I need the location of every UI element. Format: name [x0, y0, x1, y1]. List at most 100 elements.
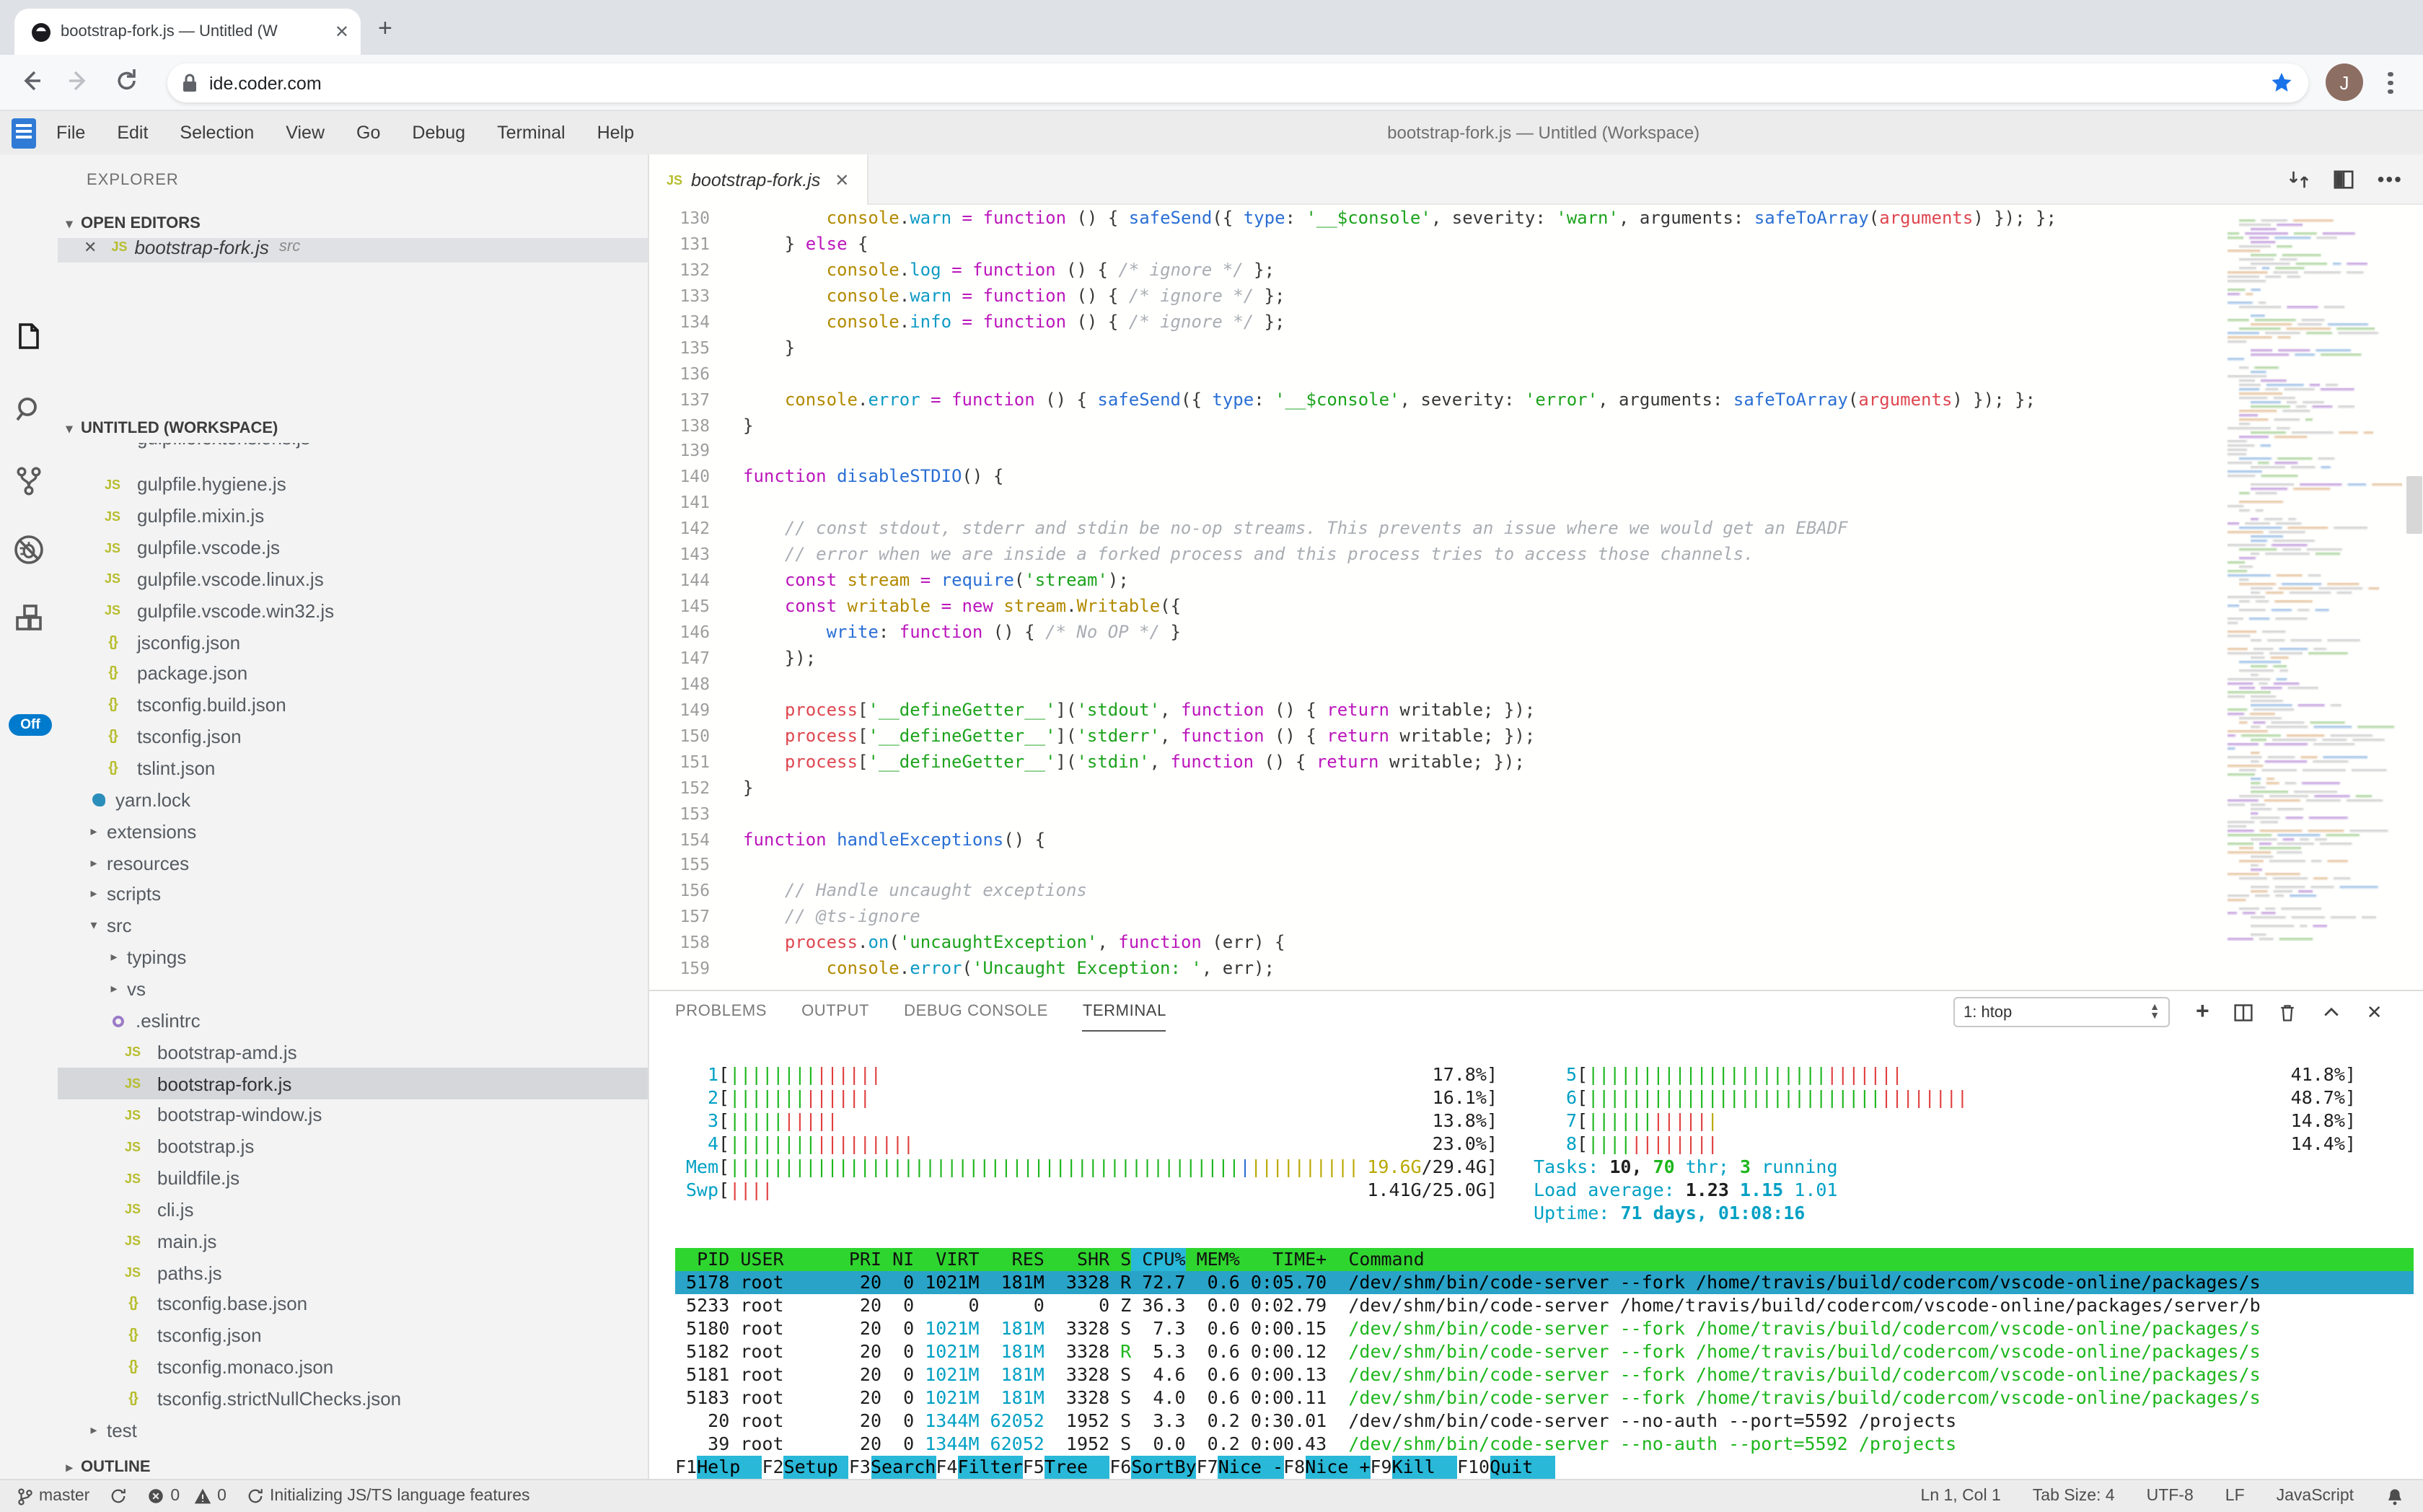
reload-icon[interactable] — [113, 66, 141, 95]
more-actions-icon[interactable]: ••• — [2377, 167, 2403, 190]
kill-terminal-icon[interactable] — [2279, 1003, 2297, 1023]
code-line-138[interactable]: 138} — [680, 415, 754, 435]
editor-scrollbar[interactable] — [2406, 476, 2422, 534]
editor-tab[interactable]: JS bootstrap-fork.js ✕ — [649, 154, 869, 205]
status-badge[interactable]: Off — [9, 714, 52, 736]
source-control-icon[interactable] — [12, 463, 46, 498]
split-terminal-icon[interactable] — [2234, 1003, 2254, 1023]
tree-item-vs[interactable]: ▸ vs — [58, 973, 648, 1005]
panel-tab-problems[interactable]: PROBLEMS — [675, 1003, 768, 1020]
code-line-147[interactable]: 147 }); — [680, 647, 817, 668]
code-line-159[interactable]: 159 console.error('Uncaught Exception: '… — [680, 958, 1275, 979]
code-line-155[interactable]: 155 — [680, 854, 710, 875]
tree-item-tsconfig.build.json[interactable]: {} tsconfig.build.json — [108, 694, 286, 716]
menu-item-terminal[interactable]: Terminal — [497, 123, 566, 143]
tree-item-gulpfile.vscode.linux.js[interactable]: JS gulpfile.vscode.linux.js — [104, 568, 324, 590]
tree-item-yarn.lock[interactable]: yarn.lock — [58, 784, 648, 816]
split-editor-icon[interactable] — [2333, 168, 2354, 190]
explorer-icon[interactable] — [12, 319, 46, 353]
tree-item-extensions[interactable]: ▸ extensions — [58, 815, 648, 847]
browser-menu-icon[interactable] — [2388, 68, 2393, 97]
menu-item-help[interactable]: Help — [597, 123, 635, 143]
tree-item-test[interactable]: ▸ test — [58, 1415, 648, 1446]
menu-item-view[interactable]: View — [286, 123, 325, 143]
tree-item-tsconfig.monaco.json[interactable]: {} tsconfig.monaco.json — [128, 1356, 334, 1379]
open-changes-icon[interactable] — [2288, 168, 2310, 190]
outline-section[interactable]: ▸ OUTLINE — [58, 1453, 648, 1479]
tree-item-paths.js[interactable]: JS paths.js — [124, 1262, 222, 1284]
workspace-section[interactable]: ▾ UNTITLED (WORKSPACE) — [58, 414, 648, 443]
tree-item-buildfile.js[interactable]: JS buildfile.js — [124, 1167, 240, 1190]
status-item-lf[interactable]: LF — [2225, 1487, 2245, 1505]
code-line-153[interactable]: 153 — [680, 803, 710, 824]
status-item-javascript[interactable]: JavaScript — [2276, 1487, 2354, 1505]
bell-icon[interactable] — [2385, 1487, 2403, 1506]
status-item-utf-8[interactable]: UTF-8 — [2146, 1487, 2194, 1505]
tree-item-package.json[interactable]: {} package.json — [108, 662, 248, 685]
tree-item-tsconfig.strictNullChecks.json[interactable]: {} tsconfig.strictNullChecks.json — [128, 1388, 402, 1410]
code-line-134[interactable]: 134 console.info = function () { /* igno… — [680, 311, 1285, 332]
process-row-20[interactable]: 20 root 20 0 1344M 62052 1952 S 3.3 0.2 … — [675, 1410, 1957, 1431]
code-line-157[interactable]: 157 // @ts-ignore — [680, 906, 920, 927]
code-line-154[interactable]: 154 function handleExceptions() { — [680, 829, 1046, 849]
tree-item-typings[interactable]: ▸ typings — [58, 941, 648, 973]
code-line-132[interactable]: 132 console.log = function () { /* ignor… — [680, 259, 1275, 280]
browser-avatar[interactable]: J — [2326, 63, 2363, 101]
code-line-146[interactable]: 146 write: function () { /* No OP */ } — [680, 622, 1181, 642]
tree-item-tsconfig.base.json[interactable]: {} tsconfig.base.json — [128, 1293, 308, 1315]
status-item-tab-size-4[interactable]: Tab Size: 4 — [2032, 1487, 2115, 1505]
problems-indicator[interactable]: 0 0 — [147, 1487, 227, 1505]
process-row-5182[interactable]: 5182 root 20 0 1021M 181M 3328 R 5.3 0.6… — [675, 1340, 2261, 1362]
branch-indicator[interactable]: master — [17, 1487, 89, 1506]
back-icon[interactable] — [17, 66, 46, 95]
tree-item-tsconfig.json[interactable]: {} tsconfig.json — [108, 726, 242, 748]
debug-icon[interactable] — [12, 532, 46, 567]
panel-tab-debug-console[interactable]: DEBUG CONSOLE — [904, 1003, 1048, 1020]
tab-close-icon[interactable]: ✕ — [835, 170, 850, 190]
process-row-5180[interactable]: 5180 root 20 0 1021M 181M 3328 S 7.3 0.6… — [675, 1317, 2261, 1339]
panel-tab-output[interactable]: OUTPUT — [801, 1003, 870, 1020]
tree-item-src[interactable]: ▾ src — [58, 910, 648, 942]
code-line-144[interactable]: 144 const stream = require('stream'); — [680, 570, 1129, 591]
code-line-152[interactable]: 152} — [680, 777, 754, 798]
tree-item-.eslintrc[interactable]: .eslintrc — [58, 1005, 648, 1037]
close-panel-icon[interactable]: ✕ — [2366, 1001, 2383, 1023]
code-line-137[interactable]: 137 console.error = function () { safeSe… — [680, 389, 2036, 410]
terminal[interactable]: 1[|||||||||||||| 17.8%] 5[||||||||||||||||… — [675, 1063, 2414, 1479]
open-editors-section[interactable]: ▾ OPEN EDITORS — [58, 209, 648, 238]
tree-item-gulpfile.vscode.win32.js[interactable]: JS gulpfile.vscode.win32.js — [104, 599, 335, 622]
tree-item-bootstrap-fork.js[interactable]: JS bootstrap-fork.js — [58, 1068, 648, 1099]
code-line-140[interactable]: 140 function disableSTDIO() { — [680, 466, 1004, 487]
forward-icon[interactable] — [63, 66, 92, 95]
tree-item-tsconfig.json[interactable]: {} tsconfig.json — [128, 1324, 262, 1347]
process-row-5233[interactable]: 5233 root 20 0 0 0 0 Z 36.3 0.0 0:02.79 … — [675, 1294, 2261, 1316]
tree-item-bootstrap-window.js[interactable]: JS bootstrap-window.js — [124, 1104, 322, 1126]
app-logo-icon[interactable] — [12, 118, 36, 148]
tab-close-icon[interactable]: ✕ — [334, 22, 349, 42]
htop-function-bar[interactable]: F1 Help F2 Setup F3 Search F4 Filter F5 Tree F6… — [675, 1456, 1555, 1479]
menu-item-file[interactable]: File — [56, 123, 86, 143]
code-line-149[interactable]: 149 process['__defineGetter__']('stdout'… — [680, 699, 1536, 720]
sync-button[interactable] — [110, 1487, 127, 1505]
code-line-145[interactable]: 145 const writable = new stream.Writable… — [680, 596, 1182, 617]
extensions-icon[interactable] — [12, 602, 46, 636]
code-line-142[interactable]: 142 // const stdout, stderr and stdin be… — [680, 518, 1848, 539]
menu-item-selection[interactable]: Selection — [180, 123, 255, 143]
process-row-5178[interactable]: 5178 root 20 0 1021M 181M 3328 R 72.7 0.… — [675, 1271, 2414, 1294]
process-row-39[interactable]: 39 root 20 0 1344M 62052 1952 S 0.0 0.2 … — [675, 1433, 1957, 1454]
new-tab-button[interactable]: + — [378, 14, 392, 42]
menu-item-edit[interactable]: Edit — [117, 123, 149, 143]
search-icon[interactable] — [12, 392, 46, 427]
browser-tab[interactable]: bootstrap-fork.js — Untitled (W ✕ — [14, 9, 361, 55]
panel-tab-terminal[interactable]: TERMINAL — [1082, 1003, 1166, 1032]
code-line-150[interactable]: 150 process['__defineGetter__']('stderr'… — [680, 725, 1536, 746]
code-line-131[interactable]: 131 } else { — [680, 233, 869, 254]
tree-item-resources[interactable]: ▸ resources — [58, 847, 648, 879]
maximize-panel-icon[interactable] — [2322, 1003, 2342, 1023]
terminal-select[interactable]: 1: htop ▲ ▼ — [1953, 997, 2170, 1027]
code-line-139[interactable]: 139 — [680, 440, 710, 461]
tree-item-main.js[interactable]: JS main.js — [124, 1230, 217, 1252]
address-bar[interactable]: ide.coder.com — [167, 63, 2308, 102]
new-terminal-icon[interactable]: + — [2196, 1000, 2209, 1024]
tree-item-bootstrap-amd.js[interactable]: JS bootstrap-amd.js — [124, 1041, 297, 1063]
